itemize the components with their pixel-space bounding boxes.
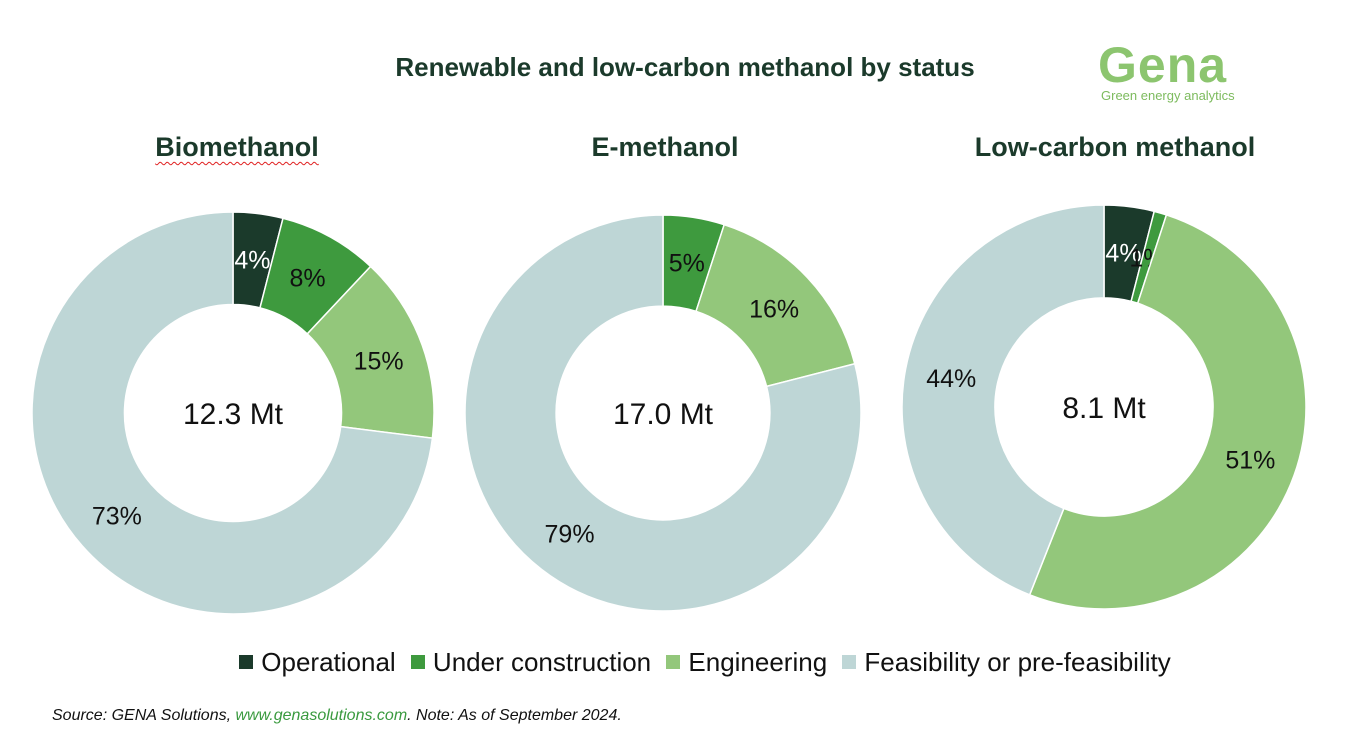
slice-feasibility-or-pre-feasibility [31,211,434,615]
source-prefix: Source: GENA Solutions, [52,707,236,724]
data-label-operational: 4% [1105,240,1141,268]
legend-swatch [410,655,425,669]
legend-label: Feasibility or pre-feasibility [864,646,1171,677]
data-label-engineering: 51% [1225,447,1275,475]
chart-title-low-carbon-methanol: Low-carbon methanol [974,132,1256,162]
legend-item-under-construction: Under construction [410,646,652,678]
legend: Operational Under construction Engineeri… [0,645,1351,678]
legend-item-feasibility: Feasibility or pre-feasibility [842,646,1171,678]
logo-tagline: Green energy analytics [1101,88,1235,103]
data-label-feasibility-or-pre-feasibility: 73% [92,502,142,530]
data-label-operational: 4% [234,246,270,274]
legend-label: Operational [261,646,396,677]
chart-title-biomethanol: Biomethanol [155,132,319,162]
slice-engineering [1028,213,1307,610]
legend-swatch [842,655,857,669]
slice-feasibility-or-pre-feasibility [901,204,1105,596]
center-total-label: 8.1 Mt [1062,392,1146,425]
donut-chart-e-methanol: 5% 16% 79% 17.0 Mt [464,214,862,612]
chart-title-e-methanol: E-methanol [591,132,739,162]
center-total-label: 17.0 Mt [613,398,714,431]
source-suffix: . Note: As of September 2024. [407,707,622,724]
source-link[interactable]: www.genasolutions.com [235,707,408,724]
logo-word: Gena [1098,37,1228,93]
source-note: Source: GENA Solutions, www.genasolution… [52,707,622,725]
slice-feasibility-or-pre-feasibility [464,214,862,612]
data-label-under-construction: 5% [669,249,705,277]
legend-swatch [666,655,681,669]
data-label-engineering: 15% [354,348,404,376]
legend-label: Engineering [688,646,828,677]
legend-item-engineering: Engineering [666,647,827,678]
data-label-feasibility-or-pre-feasibility: 44% [926,365,976,393]
data-label-feasibility-or-pre-feasibility: 79% [545,520,595,548]
slice-engineering [306,265,435,440]
legend-label: Under construction [432,646,652,677]
legend-swatch [239,655,254,669]
data-label-under-construction: 8% [289,264,325,292]
page-title: Renewable and low-carbon methanol by sta… [395,52,975,82]
donut-chart-low-carbon-methanol: 4%1%51%44%8.1 Mt [901,204,1307,610]
gena-logo: Gena Green energy analytics [1098,38,1268,103]
center-total-label: 12.3 Mt [183,398,284,431]
donut-chart-biomethanol: 4% 8% 15% 73% 12.3 Mt [31,211,435,615]
data-label-engineering: 16% [749,296,799,324]
legend-item-operational: Operational [239,646,396,678]
